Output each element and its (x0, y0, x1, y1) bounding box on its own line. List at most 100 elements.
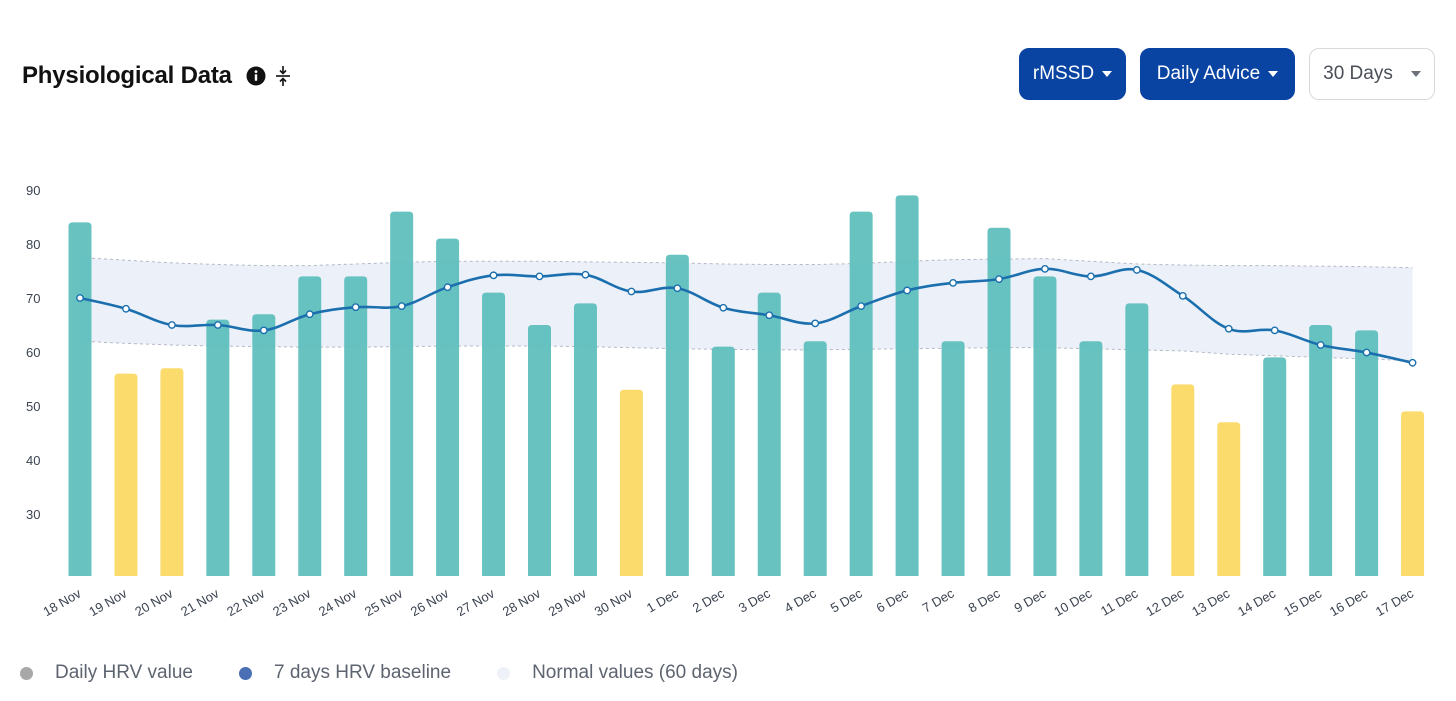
x-tick-label: 12 Dec (1143, 585, 1187, 619)
chevron-down-icon (1410, 71, 1421, 77)
legend-normal-label: Normal values (60 days) (532, 662, 738, 683)
baseline-point-10-dec[interactable] (1087, 272, 1095, 281)
x-tick-label: 27 Nov (454, 585, 498, 619)
baseline-point-18-nov[interactable] (76, 294, 84, 302)
baseline-point-3-dec[interactable] (765, 311, 774, 320)
baseline-point-19-nov[interactable] (122, 304, 130, 313)
legend-normal-dot-icon (497, 666, 511, 680)
hrv-bar-11-dec[interactable] (1125, 303, 1149, 576)
baseline-point-29-nov[interactable] (581, 270, 590, 279)
hrv-bar-22-nov[interactable] (252, 314, 276, 576)
baseline-point-7-dec[interactable] (949, 278, 957, 287)
hrv-bar-6-dec[interactable] (895, 195, 919, 576)
normal-values-band (79, 257, 1413, 362)
baseline-point-1-dec[interactable] (673, 284, 682, 293)
hrv-bar-23-nov[interactable] (298, 276, 322, 576)
baseline-point-21-nov[interactable] (213, 321, 222, 329)
x-tick-label: 11 Dec (1098, 585, 1141, 618)
chevron-down-icon (1102, 71, 1113, 77)
hrv-bar-5-dec[interactable] (849, 211, 873, 576)
advice-dropdown-button[interactable]: Daily Advice (1140, 48, 1295, 100)
hrv-bar-13-dec[interactable] (1217, 422, 1241, 576)
x-tick-label: 9 Dec (1012, 585, 1049, 615)
x-tick-label: 7 Dec (920, 585, 957, 615)
hrv-bar-10-dec[interactable] (1079, 341, 1103, 576)
hrv-bar-9-dec[interactable] (1033, 276, 1057, 576)
x-tick-label: 2 Dec (690, 585, 727, 615)
baseline-point-2-dec[interactable] (719, 303, 728, 312)
y-tick-label: 70 (26, 291, 40, 306)
hrv-bar-7-dec[interactable] (941, 341, 965, 576)
metric-dropdown-button[interactable]: rMSSD (1019, 48, 1126, 100)
chart-legend: Daily HRV value 7 days HRV baseline Norm… (20, 662, 784, 684)
normal-band-area (80, 257, 1413, 361)
hrv-bar-24-nov[interactable] (344, 276, 368, 576)
hrv-bar-27-nov[interactable] (482, 292, 506, 576)
legend-daily-dot-icon (20, 666, 33, 680)
hrv-bar-12-dec[interactable] (1171, 384, 1195, 576)
daily-hrv-bars (68, 195, 1425, 577)
baseline-point-8-dec[interactable] (995, 275, 1003, 284)
legend-item-baseline[interactable]: 7 days HRV baseline (238, 662, 452, 684)
baseline-point-14-dec[interactable] (1270, 326, 1279, 335)
baseline-point-30-nov[interactable] (627, 287, 636, 296)
info-icon[interactable] (246, 66, 266, 86)
baseline-point-22-nov[interactable] (259, 326, 268, 335)
hrv-bar-14-dec[interactable] (1263, 357, 1287, 576)
y-tick-label: 30 (26, 507, 40, 522)
hrv-bar-25-nov[interactable] (390, 211, 414, 576)
baseline-point-28-nov[interactable] (535, 272, 544, 281)
baseline-point-20-nov[interactable] (167, 321, 176, 329)
hrv-bar-20-nov[interactable] (160, 368, 184, 576)
baseline-point-13-dec[interactable] (1224, 324, 1233, 333)
range-dropdown-label: 30 Days (1323, 63, 1393, 84)
collapse-icon[interactable] (274, 65, 292, 87)
x-axis: 18 Nov 19 Nov 20 Nov 21 Nov 22 Nov 23 Nov 24 N… (40, 585, 1416, 619)
baseline-point-16-dec[interactable] (1362, 348, 1371, 357)
x-tick-label: 8 Dec (966, 585, 1003, 615)
hrv-bar-18-nov[interactable] (68, 222, 92, 576)
baseline-point-5-dec[interactable] (857, 302, 866, 311)
hrv-bar-21-nov[interactable] (206, 319, 230, 576)
baseline-point-15-dec[interactable] (1316, 341, 1325, 349)
normal-band-upper (79, 257, 1413, 269)
baseline-point-17-dec[interactable] (1408, 358, 1417, 367)
y-tick-label: 50 (26, 399, 40, 414)
hrv-bar-29-nov[interactable] (573, 303, 597, 576)
baseline-point-9-dec[interactable] (1041, 264, 1049, 273)
x-tick-label: 22 Nov (224, 585, 268, 619)
x-tick-label: 20 Nov (132, 585, 176, 619)
legend-item-normal[interactable]: Normal values (60 days) (497, 662, 738, 684)
hrv-bar-3-dec[interactable] (757, 292, 781, 576)
baseline-point-6-dec[interactable] (903, 286, 911, 295)
chevron-down-icon (1268, 71, 1279, 77)
range-dropdown-button[interactable]: 30 Days (1309, 48, 1435, 100)
y-tick-label: 90 (26, 183, 40, 198)
baseline-point-12-dec[interactable] (1178, 291, 1187, 300)
hrv-bar-28-nov[interactable] (528, 325, 551, 576)
hrv-bar-1-dec[interactable] (665, 254, 689, 577)
baseline-line-path (79, 267, 1413, 365)
hrv-bar-15-dec[interactable] (1309, 325, 1333, 576)
advice-dropdown-label: Daily Advice (1156, 63, 1261, 84)
hrv-bar-26-nov[interactable] (436, 238, 460, 576)
baseline-point-23-nov[interactable] (305, 310, 314, 319)
legend-baseline-label: 7 days HRV baseline (273, 662, 452, 683)
hrv-bar-30-nov[interactable] (619, 389, 643, 576)
hrv-bar-16-dec[interactable] (1355, 330, 1379, 576)
hrv-bar-19-nov[interactable] (114, 373, 138, 576)
baseline-point-4-dec[interactable] (811, 319, 820, 328)
page-title: Physiological Data (22, 62, 232, 89)
hrv-bar-8-dec[interactable] (987, 227, 1011, 577)
x-tick-label: 17 Dec (1373, 585, 1417, 619)
hrv-bar-17-dec[interactable] (1401, 411, 1425, 576)
baseline-point-24-nov[interactable] (351, 303, 360, 312)
legend-item-daily[interactable]: Daily HRV value (20, 662, 193, 684)
hrv-bar-2-dec[interactable] (711, 346, 735, 576)
hrv-bar-4-dec[interactable] (803, 341, 827, 576)
baseline-point-27-nov[interactable] (489, 271, 498, 280)
baseline-point-25-nov[interactable] (397, 302, 406, 311)
baseline-point-26-nov[interactable] (443, 283, 452, 292)
baseline-point-11-dec[interactable] (1132, 266, 1141, 274)
